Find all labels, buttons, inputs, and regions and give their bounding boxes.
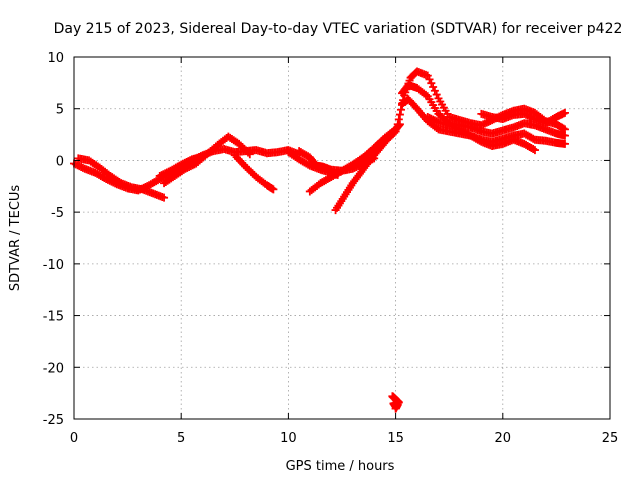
- tick-labels: 0 5 10 15 20 25 10 5 0 -5 -10 -15 -20 -25: [43, 51, 619, 446]
- plot-frame: [73, 56, 611, 420]
- axis-ticks: [73, 56, 611, 420]
- data-point: [393, 120, 402, 129]
- series-track-o: [477, 108, 569, 128]
- data-point: [395, 110, 404, 119]
- data-point: [560, 108, 569, 117]
- data-point: [245, 150, 254, 159]
- series-outlier: [388, 392, 403, 413]
- data-point: [391, 404, 400, 413]
- y-tick-label: 0: [56, 154, 64, 169]
- data-point: [560, 131, 569, 140]
- y-tick-label: -15: [43, 310, 64, 325]
- data-point: [269, 185, 278, 194]
- y-axis-label: SDTVAR / TECUs: [8, 185, 23, 292]
- y-tick-label: 5: [56, 103, 64, 118]
- x-tick-label: 10: [280, 431, 297, 446]
- series-track-n: [423, 112, 539, 155]
- series-track-l: [398, 80, 569, 140]
- data-point: [396, 105, 405, 114]
- x-tick-label: 25: [602, 431, 619, 446]
- y-tick-label: -5: [51, 206, 64, 221]
- series-track-b: [74, 154, 169, 202]
- x-tick-label: 15: [387, 431, 404, 446]
- x-tick-label: 20: [495, 431, 512, 446]
- grid-lines: [74, 57, 610, 419]
- y-tick-label: -20: [43, 361, 64, 376]
- data-series: [70, 67, 569, 413]
- x-tick-label: 5: [177, 431, 185, 446]
- data-point: [198, 152, 207, 161]
- x-axis-label: GPS time / hours: [286, 459, 395, 474]
- data-point: [394, 115, 403, 124]
- data-point: [530, 146, 539, 155]
- series-track-d: [155, 152, 207, 180]
- y-tick-label: -25: [43, 413, 64, 428]
- data-point: [160, 193, 169, 202]
- y-tick-label: -10: [43, 258, 64, 273]
- data-point: [560, 139, 569, 148]
- chart-title: Day 215 of 2023, Sidereal Day-to-day VTE…: [54, 21, 623, 37]
- series-track-e: [230, 151, 278, 194]
- x-tick-label: 0: [70, 431, 78, 446]
- y-tick-label: 10: [47, 51, 64, 66]
